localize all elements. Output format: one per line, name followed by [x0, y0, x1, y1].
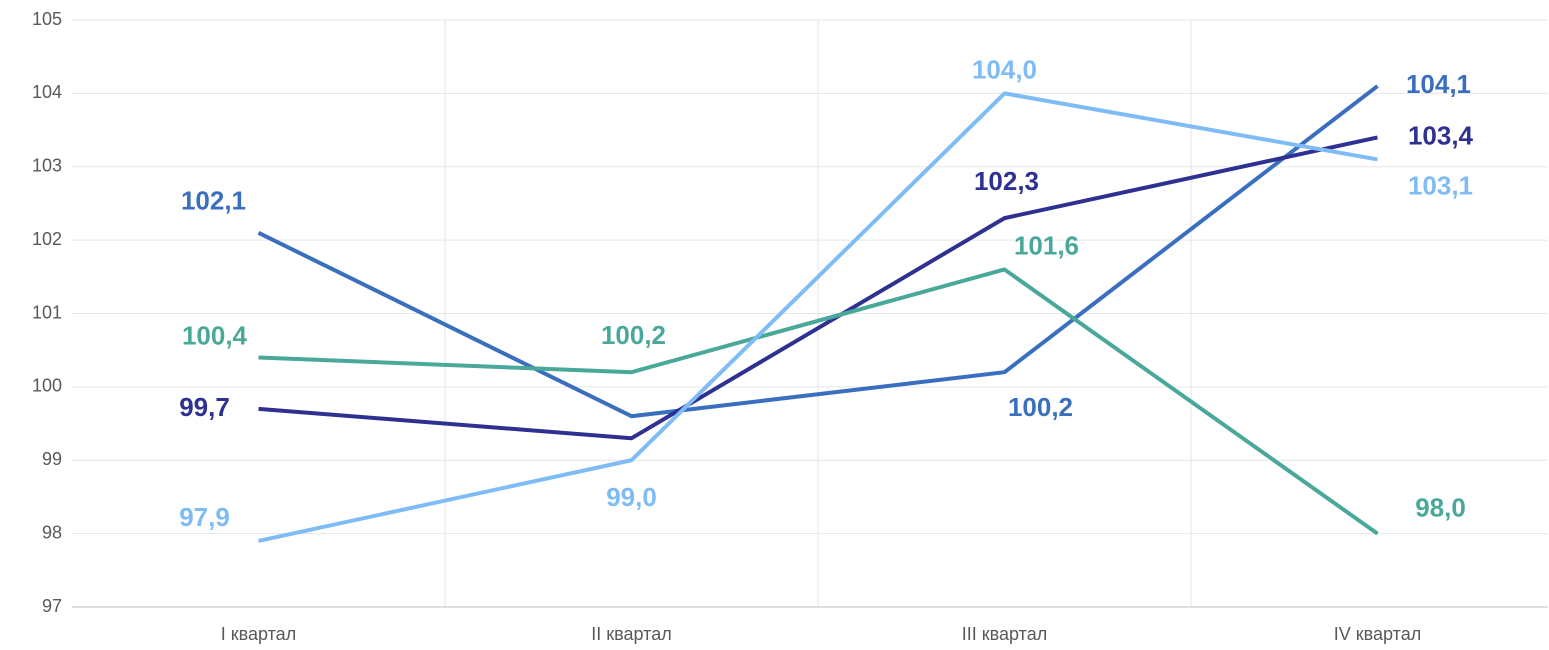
- data-label: 99,7: [179, 392, 230, 422]
- x-tick-label: IV квартал: [1334, 624, 1421, 644]
- data-label: 104,1: [1406, 69, 1471, 99]
- series-line: [258, 135, 1378, 441]
- x-tick-label: III квартал: [962, 624, 1047, 644]
- y-tick-label: 97: [42, 596, 62, 616]
- x-tick-label: I квартал: [221, 624, 296, 644]
- y-tick-label: 100: [32, 376, 62, 396]
- y-tick-label: 99: [42, 449, 62, 469]
- y-tick-label: 103: [32, 156, 62, 176]
- y-tick-label: 105: [32, 9, 62, 29]
- y-tick-label: 98: [42, 522, 62, 542]
- y-tick-label: 102: [32, 229, 62, 249]
- data-label: 104,0: [972, 54, 1037, 84]
- y-tick-label: 101: [32, 302, 62, 322]
- data-label: 103,4: [1408, 120, 1474, 150]
- series-line: [257, 84, 1379, 419]
- data-label: 98,0: [1415, 493, 1466, 523]
- y-tick-label: 104: [32, 82, 62, 102]
- data-label: 97,9: [179, 502, 230, 532]
- data-label: 102,3: [974, 166, 1039, 196]
- data-label: 100,4: [182, 320, 248, 350]
- series-line: [258, 91, 1378, 543]
- data-label: 99,0: [606, 482, 657, 512]
- data-label: 100,2: [1008, 392, 1073, 422]
- data-label: 101,6: [1014, 230, 1079, 260]
- series-line: [258, 267, 1379, 536]
- data-label: 102,1: [181, 186, 246, 216]
- data-label: 103,1: [1408, 170, 1473, 200]
- data-label: 100,2: [601, 320, 666, 350]
- x-tick-label: II квартал: [591, 624, 671, 644]
